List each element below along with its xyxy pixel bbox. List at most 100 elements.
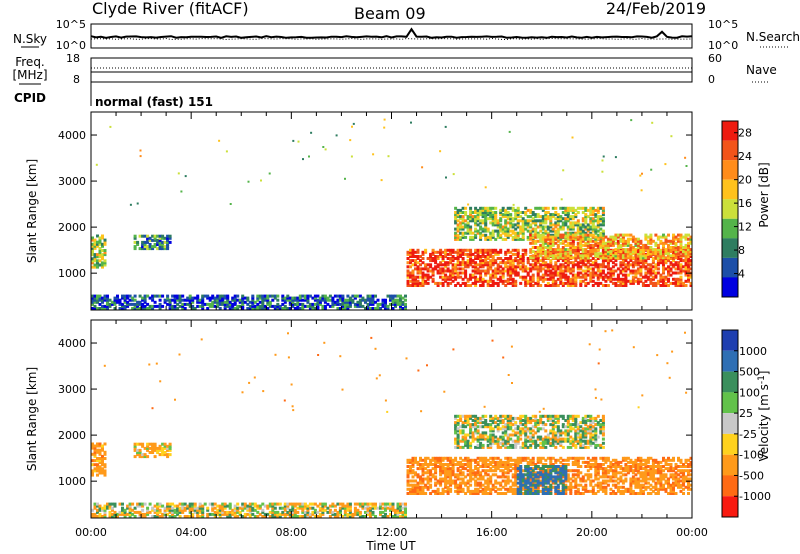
power-echo-cell <box>559 271 563 275</box>
velocity-echo-cell <box>591 479 595 483</box>
power-echo-cell <box>589 227 593 231</box>
power-echo-cell <box>669 281 673 285</box>
velocity-echo-cell <box>103 442 107 446</box>
power-echo-cell <box>476 208 480 212</box>
power-echo-cell <box>459 215 463 219</box>
velocity-echo-cell <box>318 506 322 510</box>
velocity-echo-cell <box>146 446 150 450</box>
power-echo-cell <box>687 241 690 245</box>
velocity-echo-cell <box>514 475 518 479</box>
power-echo-cell <box>601 259 605 263</box>
velocity-echo-cell <box>313 508 317 512</box>
power-echo-cell <box>188 304 192 308</box>
power-echo-cell <box>629 254 633 258</box>
velocity-echo-cell <box>163 442 167 446</box>
power-echo-cell <box>629 248 633 252</box>
power-echo-cell <box>604 235 608 239</box>
power-echo-cell <box>584 235 588 239</box>
velocity-echo-cell <box>621 485 625 489</box>
power-echo-cell <box>471 265 475 269</box>
power-echo-cell <box>544 237 548 241</box>
power-echo-cell <box>524 250 528 254</box>
power-echo-cell <box>481 252 485 256</box>
velocity-echo-cell <box>489 477 493 481</box>
power-echo-cell <box>233 302 237 306</box>
freq-tick-bottom: 8 <box>73 73 80 86</box>
power-echo-cell <box>564 277 568 281</box>
power-echo-cell <box>662 241 665 245</box>
power-echo-cell <box>496 223 500 227</box>
velocity-echo-cell <box>381 510 385 514</box>
power-echo-cell <box>371 300 375 304</box>
power-echo-cell <box>672 239 675 243</box>
power-echo-cell <box>338 294 342 298</box>
power-echo-cell <box>594 229 598 233</box>
power-echo-cell <box>594 215 598 219</box>
velocity-echo-cell <box>141 453 145 457</box>
velocity-echo-cell <box>286 502 290 506</box>
velocity-echo-cell <box>461 473 465 477</box>
velocity-echo-cell <box>509 489 513 493</box>
power-echo-cell <box>594 281 598 285</box>
power-echo-cell <box>649 250 653 254</box>
velocity-echo-cell <box>101 471 104 475</box>
power-echo-cell <box>271 298 275 302</box>
power-echo-cell <box>136 240 140 244</box>
power-echo-cell <box>546 231 550 235</box>
power-echo-cell <box>479 255 483 258</box>
power-echo-cell <box>474 271 478 275</box>
velocity-echo-cell <box>96 473 99 477</box>
power-echo-cell <box>499 250 503 254</box>
power-echo-cell <box>116 294 119 298</box>
power-echo-cell <box>133 245 137 249</box>
power-echo-cell <box>96 259 99 263</box>
power-echo-cell <box>551 233 555 237</box>
power-echo-cell <box>434 281 438 285</box>
power-echo-cell <box>594 254 598 258</box>
power-echo-cell <box>459 208 463 212</box>
power-echo-cell <box>178 304 182 308</box>
power-echo-cell <box>436 281 440 285</box>
velocity-echo-cell <box>576 463 580 466</box>
power-echo-cell <box>489 250 493 254</box>
power-echo-cell <box>331 296 335 300</box>
power-echo-cell <box>559 250 563 254</box>
velocity-echo-cell <box>353 506 357 510</box>
power-echo-cell <box>684 243 688 247</box>
nsky-line <box>90 27 693 39</box>
power-echo-cell <box>444 265 448 269</box>
velocity-echo-cell <box>366 512 370 516</box>
velocity-echo-cell <box>469 465 473 468</box>
power-echo-cell <box>216 302 220 306</box>
velocity-echo-cell <box>206 515 210 518</box>
power-echo-cell <box>576 261 580 265</box>
power-echo-cell <box>113 302 117 306</box>
power-echo-cell <box>479 206 483 210</box>
power-echo-cell <box>586 229 590 233</box>
velocity-echo-cell <box>286 506 290 510</box>
power-echo-cell <box>456 250 460 254</box>
power-echo-cell <box>529 263 533 267</box>
power-echo-cell <box>589 254 593 258</box>
power-echo-cell <box>441 250 445 254</box>
power-echo-cell <box>536 254 540 258</box>
power-echo-cell <box>471 275 475 279</box>
power-echo-cell <box>556 265 560 269</box>
power-echo-cell <box>496 277 500 281</box>
power-echo-cell <box>606 263 610 267</box>
velocity-echo-cell <box>278 512 282 516</box>
power-echo-cell <box>674 261 678 265</box>
power-echo-cell <box>674 237 678 241</box>
power-echo-cell <box>383 126 386 129</box>
power-echo-cell <box>511 269 515 273</box>
velocity-echo-cell <box>196 510 200 514</box>
power-echo-cell <box>601 271 605 275</box>
velocity-echo-cell <box>591 463 595 466</box>
power-echo-cell <box>629 252 633 256</box>
power-echo-cell <box>591 279 595 283</box>
power-echo-cell <box>621 248 625 252</box>
power-echo-cell <box>258 294 262 298</box>
velocity-echo-cell <box>251 506 255 510</box>
power-echo-cell <box>624 277 628 281</box>
power-echo-cell <box>574 233 578 237</box>
